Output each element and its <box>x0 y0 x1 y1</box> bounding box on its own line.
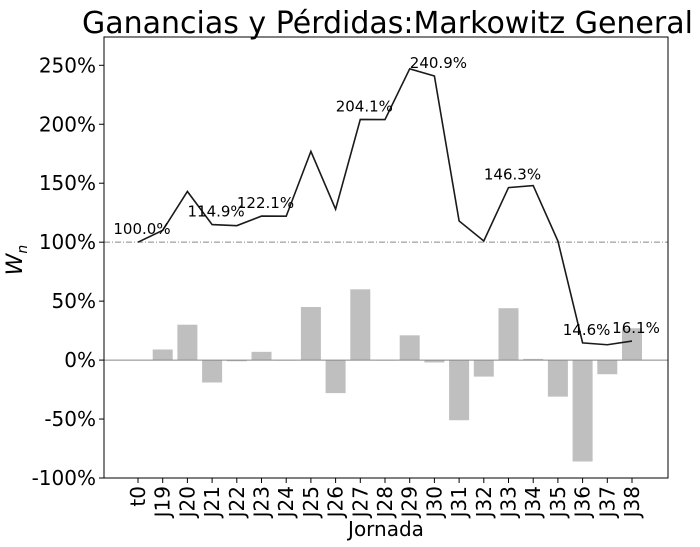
x-tick-label: J35 <box>546 486 570 519</box>
data-label: 204.1% <box>336 97 393 115</box>
bar <box>473 360 494 377</box>
bar <box>202 360 223 383</box>
bar <box>498 308 519 361</box>
bar <box>572 360 593 462</box>
bar <box>547 360 568 397</box>
line <box>137 67 633 346</box>
data-label: 14.6% <box>563 321 611 339</box>
x-tick-label: J26 <box>324 486 348 519</box>
x-tick-label: J24 <box>274 486 298 519</box>
y-axis-label: Wn <box>3 245 31 276</box>
x-tick-label: J22 <box>225 486 249 519</box>
bar <box>300 307 321 361</box>
x-axis-label: Jornada <box>346 517 424 541</box>
x-tick-label: J36 <box>571 486 595 519</box>
plot-frame <box>103 36 669 479</box>
bar <box>622 328 642 361</box>
data-label: 240.9% <box>410 54 467 72</box>
bar <box>523 358 544 361</box>
x-tick-label: J27 <box>348 486 372 519</box>
y-tick-label: 0% <box>64 348 96 372</box>
x-tick-label: t0 <box>126 486 150 507</box>
y-label-base: W <box>3 252 28 275</box>
chart-title: Ganancias y Pérdidas:Markowitz General <box>82 6 693 41</box>
bar <box>424 360 445 363</box>
data-label: 16.1% <box>612 319 660 337</box>
y-tick-label: 50% <box>52 289 96 313</box>
bar <box>152 349 173 361</box>
data-label: 100.0% <box>113 220 170 238</box>
bar <box>226 360 247 362</box>
x-tick-label: J31 <box>447 486 471 519</box>
y-tick-label: 150% <box>39 171 96 195</box>
y-tick-label: 200% <box>39 112 96 136</box>
bar <box>597 360 618 375</box>
x-tick-label: J20 <box>175 486 199 519</box>
data-label: 122.1% <box>237 194 294 212</box>
x-tick-label: J38 <box>620 486 644 519</box>
bar <box>325 360 346 394</box>
x-tick-label: J23 <box>250 486 274 519</box>
x-tick-label: J33 <box>497 486 521 519</box>
y-tick-label: -50% <box>44 407 96 431</box>
y-tick-label: -100% <box>32 466 96 490</box>
x-tick-label: J37 <box>595 486 619 519</box>
x-tick-label: J30 <box>422 486 446 519</box>
x-tick-label: J19 <box>151 486 175 519</box>
bar <box>177 324 198 361</box>
x-tick-label: J32 <box>472 486 496 519</box>
bar <box>399 335 420 361</box>
data-label: 146.3% <box>484 166 541 184</box>
x-tick-label: J21 <box>200 486 224 519</box>
x-tick-label: J25 <box>299 486 323 519</box>
x-tick-label: J34 <box>521 486 545 519</box>
x-tick-label: J28 <box>373 486 397 519</box>
y-tick-label: 100% <box>39 230 96 254</box>
data-label: 114.9% <box>187 203 244 221</box>
bar <box>449 360 470 421</box>
y-label-sub: n <box>15 245 31 254</box>
y-tick-label: 250% <box>39 53 96 77</box>
x-tick-label: J29 <box>398 486 422 519</box>
bar <box>251 351 272 361</box>
bar <box>350 289 371 361</box>
